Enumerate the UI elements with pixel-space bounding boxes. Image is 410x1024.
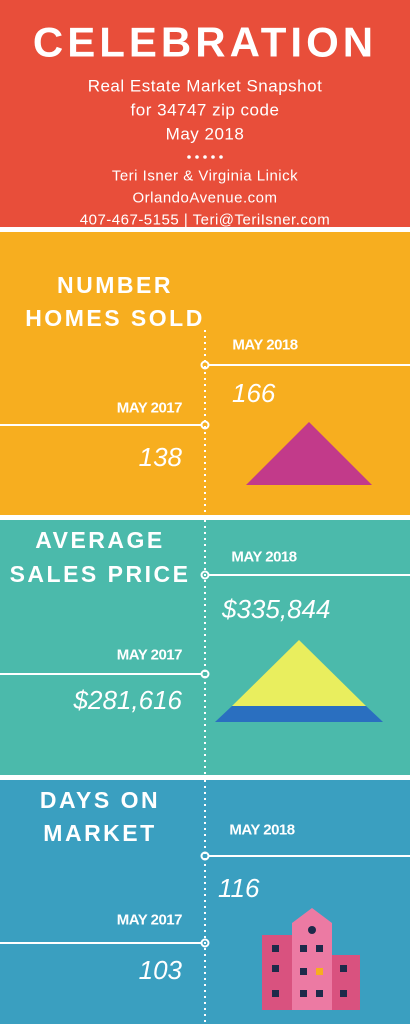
contact: Teri Isner & Virginia Linick [112, 168, 298, 185]
subtitle: for 34747 zip code [131, 101, 280, 120]
contact: OrlandoAvenue.com [133, 190, 278, 207]
title: CELEBRATION [33, 19, 377, 66]
section-title: DAYS ON [40, 787, 160, 813]
period-label: MAY 2017 [117, 647, 182, 664]
section-title: MARKET [43, 820, 156, 846]
node [200, 669, 210, 679]
period-label: MAY 2018 [231, 549, 296, 566]
subtitle: May 2018 [166, 125, 245, 144]
period-label: MAY 2017 [117, 912, 182, 929]
section-title: NUMBER [57, 272, 173, 298]
node [200, 851, 210, 861]
value: $281,616 [73, 685, 183, 715]
period-label: MAY 2017 [117, 400, 182, 417]
node [200, 420, 210, 430]
value: 166 [232, 378, 276, 408]
value: 103 [139, 955, 183, 985]
node [200, 938, 210, 948]
section-title: AVERAGE [35, 527, 165, 553]
value: $335,844 [221, 594, 330, 624]
separator-dots [187, 155, 223, 159]
subtitle: Real Estate Market Snapshot [88, 77, 323, 96]
triangle-icon [246, 422, 372, 485]
node [200, 570, 210, 580]
contact: 407-467-5155 | Teri@TeriIsner.com [80, 212, 330, 229]
building-icon [262, 908, 360, 1010]
period-label: MAY 2018 [229, 822, 294, 839]
header-bg [0, 0, 410, 227]
section-title: SALES PRICE [10, 561, 191, 587]
value: 116 [218, 873, 260, 903]
value: 138 [139, 442, 183, 472]
node [200, 360, 210, 370]
section-title: HOMES SOLD [25, 305, 205, 331]
period-label: MAY 2018 [232, 337, 297, 354]
pyramid-icon [215, 640, 383, 722]
